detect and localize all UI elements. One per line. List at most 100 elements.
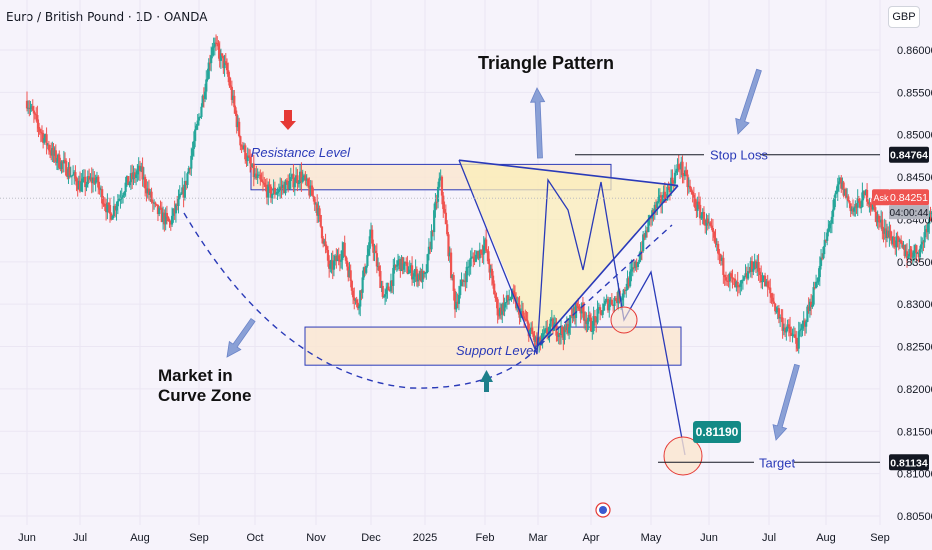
candle-body	[613, 297, 616, 306]
candle-body	[405, 261, 408, 263]
candle-body	[224, 61, 227, 64]
candle-body	[134, 174, 138, 178]
candle-body	[247, 155, 251, 157]
candle-body	[861, 192, 864, 208]
candle-body	[556, 335, 559, 338]
x-tick-label: Aug	[816, 532, 836, 544]
candle-body	[84, 176, 87, 188]
projection-path	[458, 159, 686, 456]
candle-body	[292, 174, 295, 188]
candle-body	[210, 55, 213, 64]
candle-body	[840, 177, 843, 189]
candle-body	[884, 228, 887, 238]
candle-body	[610, 299, 613, 305]
candle-body	[527, 323, 530, 337]
currency-button[interactable]: GBP	[888, 6, 920, 28]
candle-body	[638, 259, 641, 263]
candle-body	[203, 91, 207, 99]
candle-body	[838, 177, 842, 182]
candle-body	[407, 272, 410, 274]
candle-body	[930, 213, 932, 215]
candle-body	[438, 178, 441, 187]
candle-body	[617, 290, 620, 304]
candle-body	[744, 273, 747, 277]
candle-body	[857, 198, 860, 202]
candle-body	[179, 193, 183, 195]
candle-body	[629, 271, 632, 287]
candle-body	[306, 178, 310, 186]
candle-body	[35, 114, 38, 116]
candle-body	[668, 187, 672, 193]
candle-body	[561, 327, 564, 334]
candle-body	[324, 241, 327, 247]
candle-body	[559, 327, 563, 336]
candle-body	[707, 222, 711, 224]
candle-body	[578, 308, 581, 310]
curve-zone-line2: Curve Zone	[158, 386, 252, 405]
candle-body	[486, 250, 489, 252]
candle-body	[183, 181, 186, 198]
candle-body	[615, 299, 619, 304]
candle-body	[133, 172, 136, 178]
candle-body	[881, 219, 884, 232]
candle-body	[868, 203, 871, 205]
candle-body	[208, 62, 212, 64]
candle-body	[680, 161, 683, 170]
candle-body	[165, 212, 169, 217]
candle-body	[538, 337, 541, 345]
candle-body	[526, 320, 529, 324]
candle-body	[110, 213, 113, 220]
candle-body	[285, 180, 288, 183]
candle-body	[896, 236, 899, 238]
target-callout-bg	[693, 421, 741, 443]
teal-up-marker	[480, 370, 493, 392]
candle-body	[924, 229, 927, 233]
candle-body	[539, 337, 542, 345]
candle-body	[416, 274, 420, 282]
candle-body	[199, 116, 202, 118]
candle-body	[448, 252, 451, 257]
candle-body	[858, 201, 862, 208]
candle-body	[82, 176, 86, 179]
candle-body	[627, 278, 630, 287]
candle-body	[433, 210, 436, 233]
candle-body	[488, 263, 491, 273]
candle-body	[181, 187, 184, 194]
candle-body	[309, 185, 312, 196]
candle-body	[841, 182, 844, 189]
candle-body	[574, 303, 578, 318]
candle-body	[37, 122, 40, 129]
candle-body	[225, 63, 229, 71]
candle-body	[272, 187, 275, 194]
candle-body	[334, 255, 337, 261]
candle-body	[895, 236, 898, 248]
candle-body	[347, 266, 350, 278]
candle-body	[631, 267, 634, 270]
candle-body	[513, 294, 517, 298]
candle-body	[252, 163, 255, 178]
candle-body	[894, 245, 897, 248]
x-tick-label: Mar	[529, 532, 548, 544]
candle-body	[534, 337, 537, 342]
candle-body	[211, 47, 214, 56]
candle-body	[785, 328, 788, 333]
candle-body	[222, 55, 225, 69]
candle-body	[275, 193, 278, 195]
candle-body	[819, 257, 823, 266]
candle-body	[525, 319, 528, 321]
candle-body	[442, 195, 445, 210]
candle-body	[50, 151, 53, 156]
x-tick-label: Sep	[189, 532, 209, 544]
candle-body	[898, 240, 902, 242]
candle-body	[769, 287, 772, 294]
candle-body	[293, 182, 296, 188]
candle-body	[403, 261, 407, 264]
candle-body	[366, 255, 369, 266]
candle-body	[732, 278, 735, 280]
curve-zone-line1: Market in	[158, 366, 233, 385]
stop-loss-price: 0.84764	[890, 150, 928, 162]
candle-body	[343, 242, 346, 257]
candle-body	[260, 179, 263, 182]
candle-body	[901, 243, 904, 248]
